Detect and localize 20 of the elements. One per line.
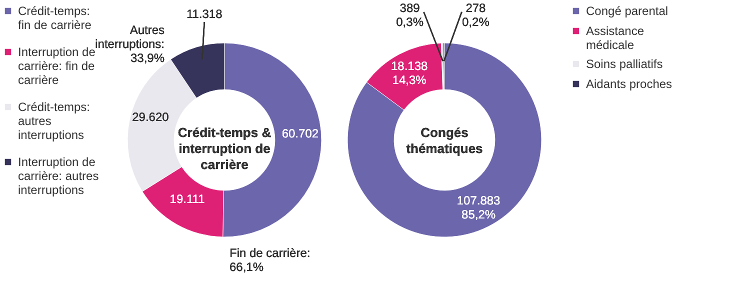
data-label: 60.702 (282, 126, 319, 141)
data-label: 278 0,2% (462, 1, 490, 30)
text: Autres interruptions: 33,9% (95, 23, 165, 65)
text: Fin de carrière: 66,1% (230, 246, 310, 274)
legend-label: Interruption de carrière: fin de carrière (18, 45, 96, 87)
data-label: 389 0,3% (396, 1, 424, 30)
legend-label: Soins palliatifs (586, 57, 663, 71)
legend-label: Interruption de carrière: autres interruptions (18, 155, 99, 197)
text: Crédit-temps & interruption de carrière (178, 125, 272, 172)
legend-label: Crédit-temps: fin de carrière (18, 4, 92, 32)
data-label: 18.138 14,3% (390, 58, 428, 87)
data-label: 11.318 (186, 7, 223, 21)
data-label: 107.883 85,2% (456, 194, 501, 222)
text: Congés thématiques (406, 125, 483, 156)
legend-label: Aidants proches (586, 77, 672, 91)
legend-label: Assistance médicale (586, 24, 644, 52)
legend-label: Crédit-temps: autres interruptions (18, 100, 90, 142)
data-label: 19.111 (170, 192, 206, 206)
data-label: 29.620 (132, 110, 170, 124)
legend-label: Congé parental (586, 4, 668, 18)
